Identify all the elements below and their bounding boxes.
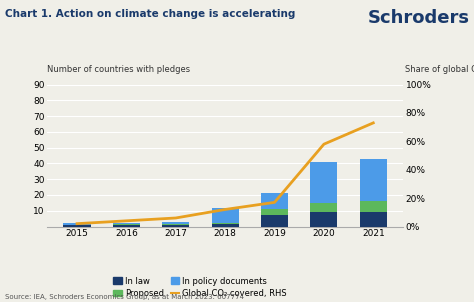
Text: Chart 1. Action on climate change is accelerating: Chart 1. Action on climate change is acc… xyxy=(5,9,295,19)
Bar xyxy=(162,224,189,225)
Bar xyxy=(64,225,91,226)
Bar xyxy=(113,223,140,224)
Bar xyxy=(261,209,288,215)
Text: Number of countries with pledges: Number of countries with pledges xyxy=(47,65,191,74)
Bar xyxy=(211,208,239,223)
Text: Share of global CO₂ emissions: Share of global CO₂ emissions xyxy=(405,65,474,74)
Bar xyxy=(113,224,140,225)
Bar xyxy=(310,203,337,212)
Bar xyxy=(360,211,387,226)
Bar xyxy=(162,225,189,226)
Bar xyxy=(360,201,387,211)
Bar xyxy=(360,159,387,201)
Bar xyxy=(310,212,337,226)
Legend: In law, Proposed, In policy documents, Global CO₂ covered, RHS: In law, Proposed, In policy documents, G… xyxy=(110,273,291,301)
Bar xyxy=(261,215,288,226)
Bar xyxy=(211,223,239,224)
Bar xyxy=(211,224,239,226)
Text: Schroders: Schroders xyxy=(367,9,469,27)
Text: Source: IEA, Schroders Economics Group, as at March 2023. 607774: Source: IEA, Schroders Economics Group, … xyxy=(5,294,244,300)
Bar xyxy=(64,223,91,225)
Bar xyxy=(310,162,337,203)
Bar xyxy=(113,225,140,226)
Bar xyxy=(261,193,288,209)
Bar xyxy=(162,222,189,224)
